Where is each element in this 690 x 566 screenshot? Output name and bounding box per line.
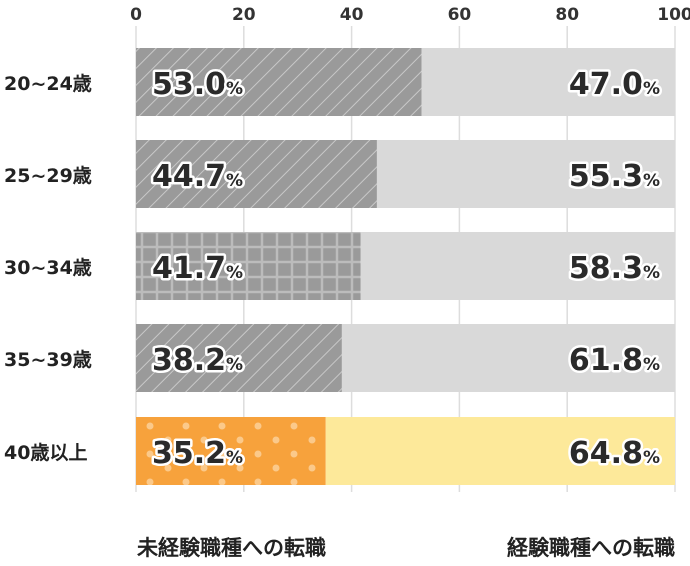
value-unit: % xyxy=(226,448,243,468)
value-label-unexperienced: 53.0% xyxy=(152,67,243,102)
bar-unexperienced xyxy=(136,417,326,485)
category-label: 40歳以上 xyxy=(4,442,87,464)
value-label-unexperienced: 38.2% xyxy=(152,343,243,378)
bar-unexperienced xyxy=(136,48,422,116)
value-unit: % xyxy=(226,171,243,191)
value-label-unexperienced: 35.2% xyxy=(152,436,243,471)
category-label: 30~34歳 xyxy=(4,257,92,279)
category-label: 20~24歳 xyxy=(4,73,92,95)
value-unit: % xyxy=(643,448,660,468)
value-label-experienced: 64.8% xyxy=(569,436,660,471)
category-label: 25~29歳 xyxy=(4,165,92,187)
value-number: 55.3 xyxy=(569,159,643,194)
x-tick-label: 100 xyxy=(657,5,690,25)
bar-experienced xyxy=(421,48,675,116)
value-number: 38.2 xyxy=(152,343,226,378)
value-unit: % xyxy=(643,171,660,191)
bar-unexperienced xyxy=(136,324,342,392)
value-label-unexperienced: 41.7% xyxy=(152,251,243,286)
bar-unexperienced xyxy=(136,140,377,208)
value-label-experienced: 47.0% xyxy=(569,67,660,102)
x-tick-label: 0 xyxy=(130,5,142,25)
value-unit: % xyxy=(643,79,660,99)
value-number: 58.3 xyxy=(569,251,643,286)
category-label: 35~39歳 xyxy=(4,349,92,371)
x-tick-label: 60 xyxy=(448,5,472,25)
legend-experienced: 経験職種への転職 xyxy=(507,536,675,560)
x-tick-label: 40 xyxy=(340,5,364,25)
value-unit: % xyxy=(643,355,660,375)
bar-experienced xyxy=(325,417,675,485)
value-number: 47.0 xyxy=(569,67,643,102)
value-label-unexperienced: 44.7% xyxy=(152,159,243,194)
value-unit: % xyxy=(643,263,660,283)
bar-unexperienced xyxy=(136,232,361,300)
value-unit: % xyxy=(226,263,243,283)
bar-experienced xyxy=(376,140,675,208)
value-unit: % xyxy=(226,355,243,375)
legend-unexperienced: 未経験職種への転職 xyxy=(137,536,326,560)
value-number: 53.0 xyxy=(152,67,226,102)
value-number: 41.7 xyxy=(152,251,226,286)
value-label-experienced: 58.3% xyxy=(569,251,660,286)
value-number: 61.8 xyxy=(569,343,643,378)
value-unit: % xyxy=(226,79,243,99)
value-number: 64.8 xyxy=(569,436,643,471)
bar-experienced xyxy=(360,232,675,300)
bar-experienced xyxy=(341,324,675,392)
x-tick-label: 80 xyxy=(555,5,579,25)
value-label-experienced: 55.3% xyxy=(569,159,660,194)
value-label-experienced: 61.8% xyxy=(569,343,660,378)
x-tick-label: 20 xyxy=(232,5,256,25)
value-number: 44.7 xyxy=(152,159,226,194)
value-number: 35.2 xyxy=(152,436,226,471)
